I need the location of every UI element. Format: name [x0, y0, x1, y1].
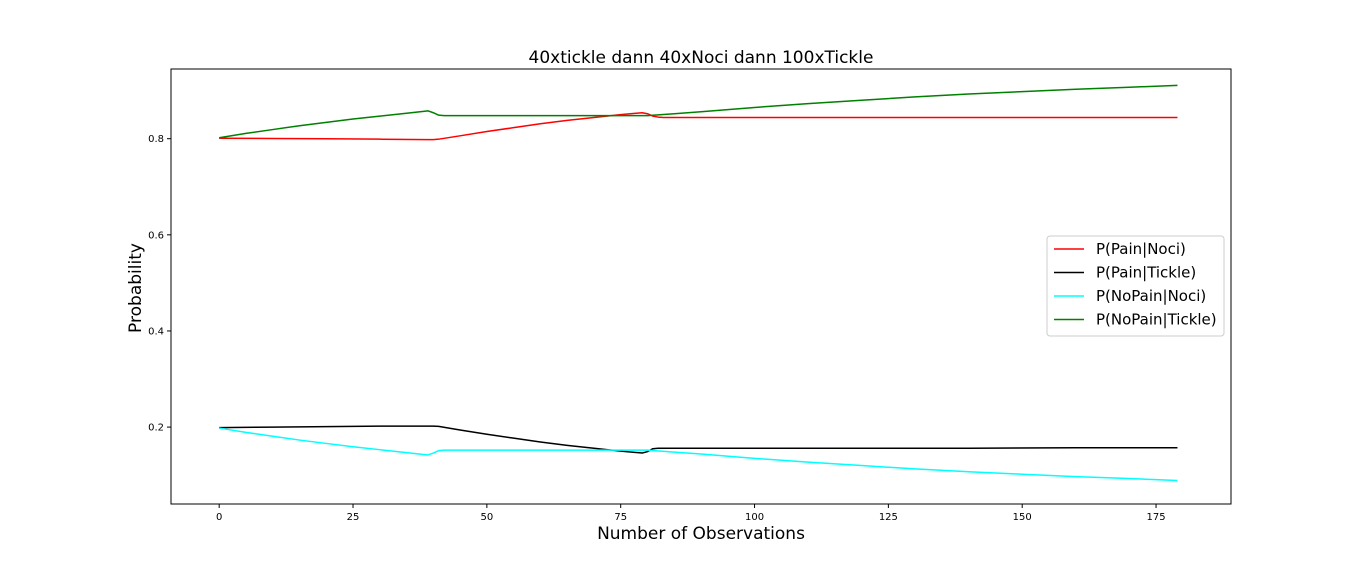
y-tick-label: 0.2 [148, 423, 164, 434]
y-axis: 0.2 0.4 0.6 0.8 [148, 134, 171, 434]
y-axis-label: Probability [126, 243, 146, 333]
legend-label: P(Pain|Tickle) [1096, 264, 1196, 282]
y-tick-label: 0.4 [148, 326, 164, 337]
legend: P(Pain|Noci) P(Pain|Tickle) P(NoPain|Noci)… [1046, 235, 1225, 337]
x-tick-label: 150 [1013, 512, 1032, 523]
legend-label: P(NoPain|Noci) [1096, 287, 1206, 305]
y-tick-label: 0.8 [148, 134, 164, 145]
series-line-1 [219, 111, 1178, 141]
x-axis-label: Number of Observations [597, 524, 805, 544]
x-tick-label: 75 [614, 512, 627, 523]
series-line-3 [219, 427, 1178, 482]
x-tick-label: 0 [216, 512, 222, 523]
x-tick-label: 100 [745, 512, 764, 523]
y-tick-label: 0.6 [148, 230, 164, 241]
plot-area-frame [170, 68, 1232, 505]
chart-title: 40xtickle dann 40xNoci dann 100xTickle [529, 48, 874, 68]
x-axis: 0 25 50 75 100 125 150 175 [216, 504, 1166, 523]
series-line-2 [219, 425, 1178, 454]
legend-label: P(NoPain|Tickle) [1096, 311, 1217, 329]
series-line-4 [219, 84, 1178, 139]
x-tick-label: 175 [1147, 512, 1166, 523]
legend-box [1046, 235, 1225, 337]
x-tick-label: 25 [347, 512, 360, 523]
x-tick-label: 125 [879, 512, 898, 523]
series-lines [219, 84, 1178, 482]
legend-label: P(Pain|Noci) [1096, 240, 1186, 258]
x-tick-label: 50 [480, 512, 493, 523]
